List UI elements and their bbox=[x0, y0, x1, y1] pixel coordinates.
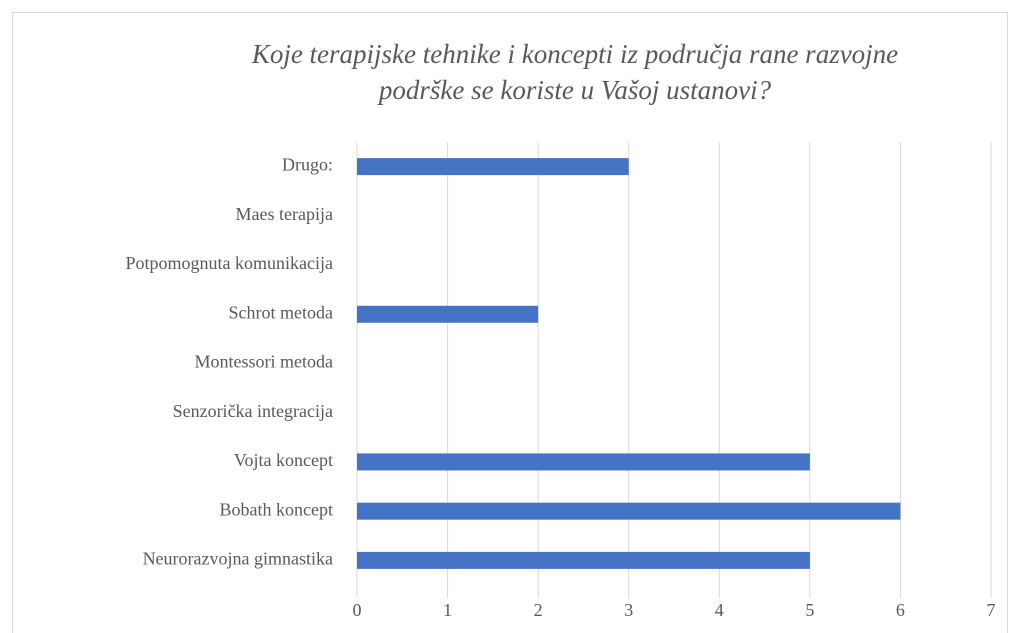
chart-title: Koje terapijske tehnike i koncepti iz po… bbox=[251, 39, 899, 105]
x-tick-label: 7 bbox=[987, 600, 996, 620]
x-tick-label: 0 bbox=[353, 600, 362, 620]
x-tick-label: 5 bbox=[805, 600, 814, 620]
y-tick-label: Drugo: bbox=[282, 155, 333, 175]
y-tick-label: Senzorička integracija bbox=[173, 401, 333, 421]
chart-frame bbox=[12, 12, 1008, 633]
bar bbox=[357, 305, 539, 323]
x-tick-label: 4 bbox=[715, 600, 724, 620]
y-tick-label: Schrot metoda bbox=[229, 302, 333, 322]
bar bbox=[357, 502, 901, 520]
y-tick-label: Neurorazvojna gimnastika bbox=[143, 549, 333, 569]
bar bbox=[357, 158, 629, 176]
y-tick-label: Montessori metoda bbox=[195, 352, 333, 372]
y-tick-label: Maes terapija bbox=[236, 204, 333, 224]
y-tick-label: Vojta koncept bbox=[234, 450, 333, 470]
x-tick-label: 6 bbox=[896, 600, 905, 620]
x-tick-label: 2 bbox=[534, 600, 543, 620]
y-tick-label: Potpomognuta komunikacija bbox=[126, 253, 333, 273]
bar bbox=[357, 551, 810, 569]
x-tick-label: 1 bbox=[443, 600, 452, 620]
x-tick-label: 3 bbox=[624, 600, 633, 620]
y-tick-label: Bobath koncept bbox=[220, 499, 333, 519]
bar bbox=[357, 453, 810, 471]
